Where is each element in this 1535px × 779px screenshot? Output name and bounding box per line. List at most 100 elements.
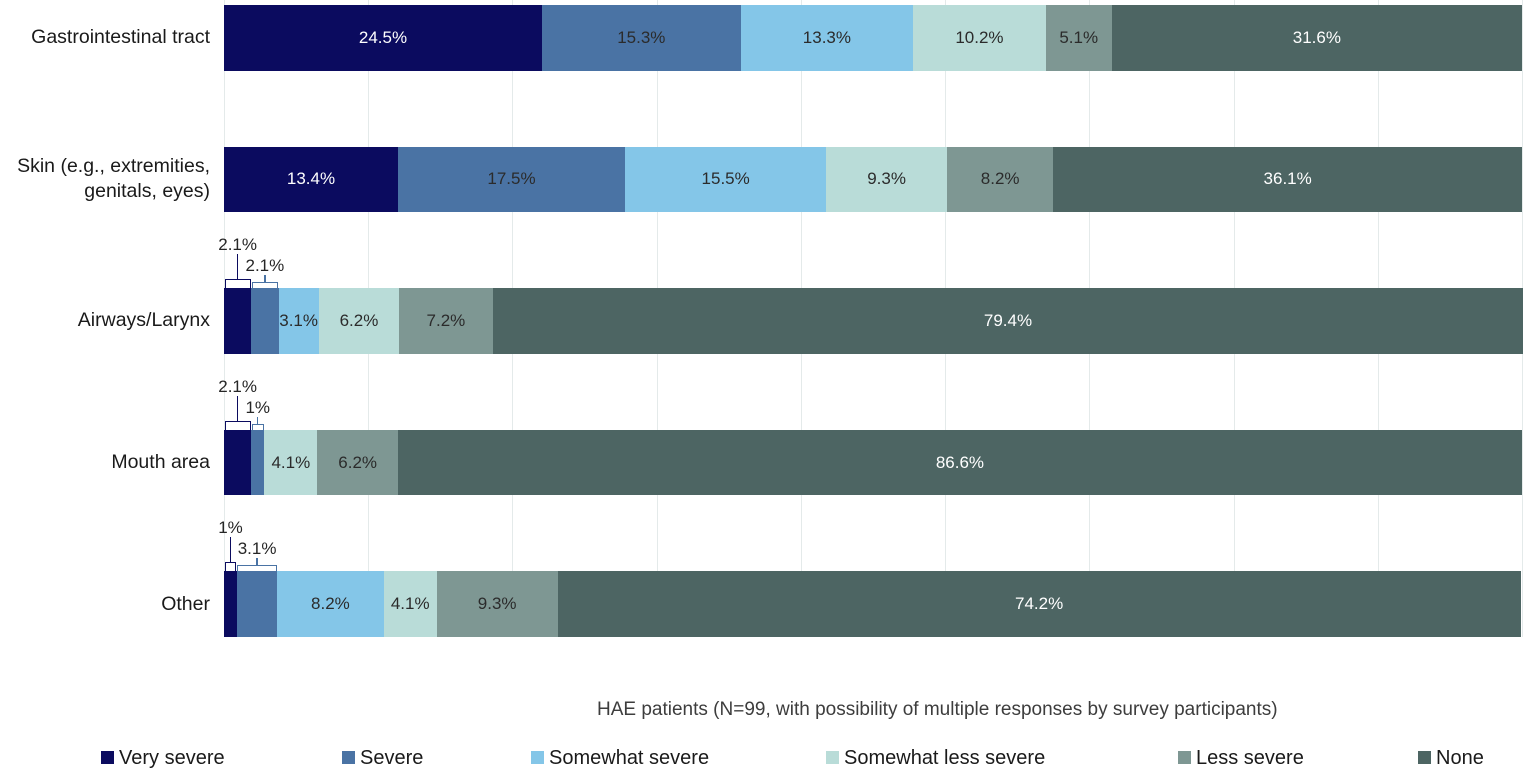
bar-segment: 15.5% [625,146,827,213]
segment-value-label: 15.3% [617,27,666,47]
callout-bracket-line [224,562,237,572]
bar-segment: 86.6% [397,429,1522,496]
bar-segment: 6.2% [318,288,400,354]
callout-stem-line [236,395,239,421]
bar-segment: 24.5% [224,5,542,71]
category-label: Skin (e.g., extremities, genitals, eyes) [0,147,210,213]
segment-value-label: 13.4% [286,169,336,189]
callout-stem-line [236,254,239,280]
bar-segment: 79.4% [492,288,1524,354]
bar-segment: 13.3% [740,5,914,71]
callout-stem-line [229,537,232,563]
callout-bracket-line [251,282,278,289]
segment-value-label: 15.5% [701,169,750,189]
callout-stem-line [256,558,258,566]
category-label-line: genitals, eyes) [84,180,210,203]
segment-value-label: 86.6% [935,452,985,472]
callout-value-label: 2.1% [218,235,257,255]
bar-segment: 17.5% [397,146,626,213]
segment-value-label: 36.1% [1263,169,1312,189]
legend-item: Less severe [1178,747,1304,769]
category-label: Other [0,571,210,637]
bar-segment: 10.2% [913,5,1046,71]
bar-row: 8.2% 4.1% 9.3% 74.2% [224,571,1522,637]
callout-stem-line [264,275,266,283]
callout-value-label: 1% [245,397,271,417]
category-label: Gastrointestinal tract [0,5,210,71]
segment-value-label: 79.4% [983,310,1033,330]
segment-value-label: 8.2% [980,169,1020,189]
bar-row: 13.4% 17.5% 15.5% 9.3% 8.2% 36.1% [224,146,1522,213]
legend-swatch [1178,751,1191,764]
category-label-line: Gastrointestinal tract [31,26,210,49]
legend-item: Very severe [101,747,225,769]
segment-value-label: 10.2% [955,27,1004,47]
segment-value-label: 4.1% [390,594,430,614]
bar-row: 3.1% 6.2% 7.2% 79.4% [224,288,1524,354]
legend-label: Severe [360,747,424,769]
bar-segment: 3.1% [278,288,319,354]
bar-segment: 8.2% [946,146,1054,213]
category-label-line: Mouth area [111,451,210,474]
bar-row: 24.5% 15.3% 13.3% 10.2% 5.1% 31.6% [224,5,1522,71]
callout-value-label: 2.1% [218,376,257,396]
segment-value-label: 9.3% [477,594,517,614]
bar-segment: 74.2% [557,571,1521,637]
category-label: Airways/Larynx [0,288,210,354]
bar-segment [224,288,252,354]
legend-label: Somewhat severe [549,747,710,769]
legend-swatch [101,751,114,764]
segment-value-label: 8.2% [311,594,350,614]
bar-segment: 15.3% [542,5,741,71]
bar-segment: 9.3% [826,146,947,213]
category-label-line: Other [161,592,210,615]
callout-bracket-line [224,279,251,289]
category-label-line: Skin (e.g., extremities, [17,155,210,178]
segment-value-label: 24.5% [358,27,408,47]
legend-item: Severe [342,747,423,769]
segment-value-label: 31.6% [1292,27,1341,47]
legend-label: None [1436,747,1484,769]
legend-item: Somewhat less severe [826,747,1045,769]
callout-bracket-line [251,423,264,430]
callout-value-label: 1% [218,518,243,538]
legend-swatch [531,751,544,764]
callout-value-label: 3.1% [237,539,277,559]
legend-swatch [826,751,839,764]
bar-segment [251,288,279,354]
legend-item: None [1418,747,1484,769]
legend-item: Somewhat severe [531,747,709,769]
segment-value-label: 13.3% [802,27,851,47]
bar-segment: 4.1% [383,571,437,637]
segment-value-label: 3.1% [279,310,318,330]
legend-swatch [1418,751,1431,764]
segment-value-label: 6.2% [339,310,379,330]
bar-segment: 8.2% [277,571,384,637]
category-label: Mouth area [0,430,210,496]
bar-row: 4.1% 6.2% 86.6% [224,429,1522,496]
callout-bracket-line [224,420,251,430]
bar-segment: 6.2% [317,429,398,496]
segment-value-label: 17.5% [487,169,536,189]
bar-segment [224,429,252,496]
segment-value-label: 6.2% [338,452,378,472]
x-axis-caption: HAE patients (N=99, with possibility of … [597,699,1278,720]
category-label-line: Airways/Larynx [77,309,210,332]
bar-segment: 36.1% [1053,146,1522,213]
legend-swatch [342,751,355,764]
callout-value-label: 2.1% [245,256,285,276]
callout-bracket-line [237,565,277,572]
bar-segment [224,571,237,637]
callout-stem-line [256,416,259,424]
segment-value-label: 74.2% [1014,594,1064,614]
bar-segment: 5.1% [1045,5,1112,71]
segment-value-label: 5.1% [1059,27,1099,47]
bar-segment: 4.1% [264,429,318,496]
segment-value-label: 9.3% [867,169,906,189]
segment-value-label: 4.1% [271,452,311,472]
bar-segment: 13.4% [224,146,398,213]
segment-value-label: 7.2% [426,310,466,330]
bar-segment: 7.2% [399,288,493,354]
legend-label: Less severe [1196,747,1304,769]
